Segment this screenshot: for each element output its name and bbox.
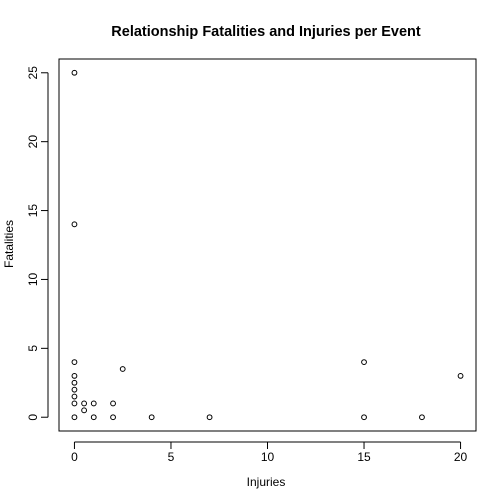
data-point <box>71 386 78 393</box>
data-point <box>90 414 97 421</box>
y-tick-label: 5 <box>26 345 40 352</box>
data-points <box>71 69 464 421</box>
data-point <box>361 359 367 366</box>
data-point <box>110 414 116 421</box>
x-tick-label: 0 <box>71 450 78 464</box>
x-axis-label: Injuries <box>247 475 286 489</box>
data-point <box>90 400 97 407</box>
data-point <box>71 221 78 228</box>
x-tick-label: 10 <box>261 450 275 464</box>
x-tick-label: 20 <box>454 450 468 464</box>
data-point <box>71 359 78 366</box>
y-tick-label: 10 <box>26 272 40 286</box>
y-axis-label: Fatalities <box>2 220 16 268</box>
data-point <box>81 407 87 414</box>
data-point <box>71 372 78 379</box>
data-point <box>71 379 78 386</box>
data-point <box>361 414 367 421</box>
data-point <box>419 414 425 421</box>
x-axis: 0 5 10 15 20 <box>71 441 468 464</box>
y-tick-label: 0 <box>26 414 40 421</box>
data-point <box>71 393 78 400</box>
plot-area-frame <box>58 58 477 432</box>
data-point <box>71 414 78 421</box>
x-tick-label: 15 <box>357 450 371 464</box>
data-point <box>71 69 78 76</box>
x-tick-label: 5 <box>168 450 175 464</box>
data-point <box>110 400 116 407</box>
data-point <box>71 400 78 407</box>
chart-title: Relationship Fatalities and Injuries per… <box>111 24 421 40</box>
y-axis: 0 5 10 15 20 25 <box>26 66 49 421</box>
y-tick-label: 15 <box>26 204 40 218</box>
y-tick-label: 25 <box>26 66 40 80</box>
data-point <box>119 366 126 372</box>
data-point <box>81 400 87 407</box>
data-point <box>148 414 155 421</box>
data-point <box>206 414 213 421</box>
data-point <box>457 372 464 379</box>
y-tick-label: 20 <box>26 135 40 149</box>
